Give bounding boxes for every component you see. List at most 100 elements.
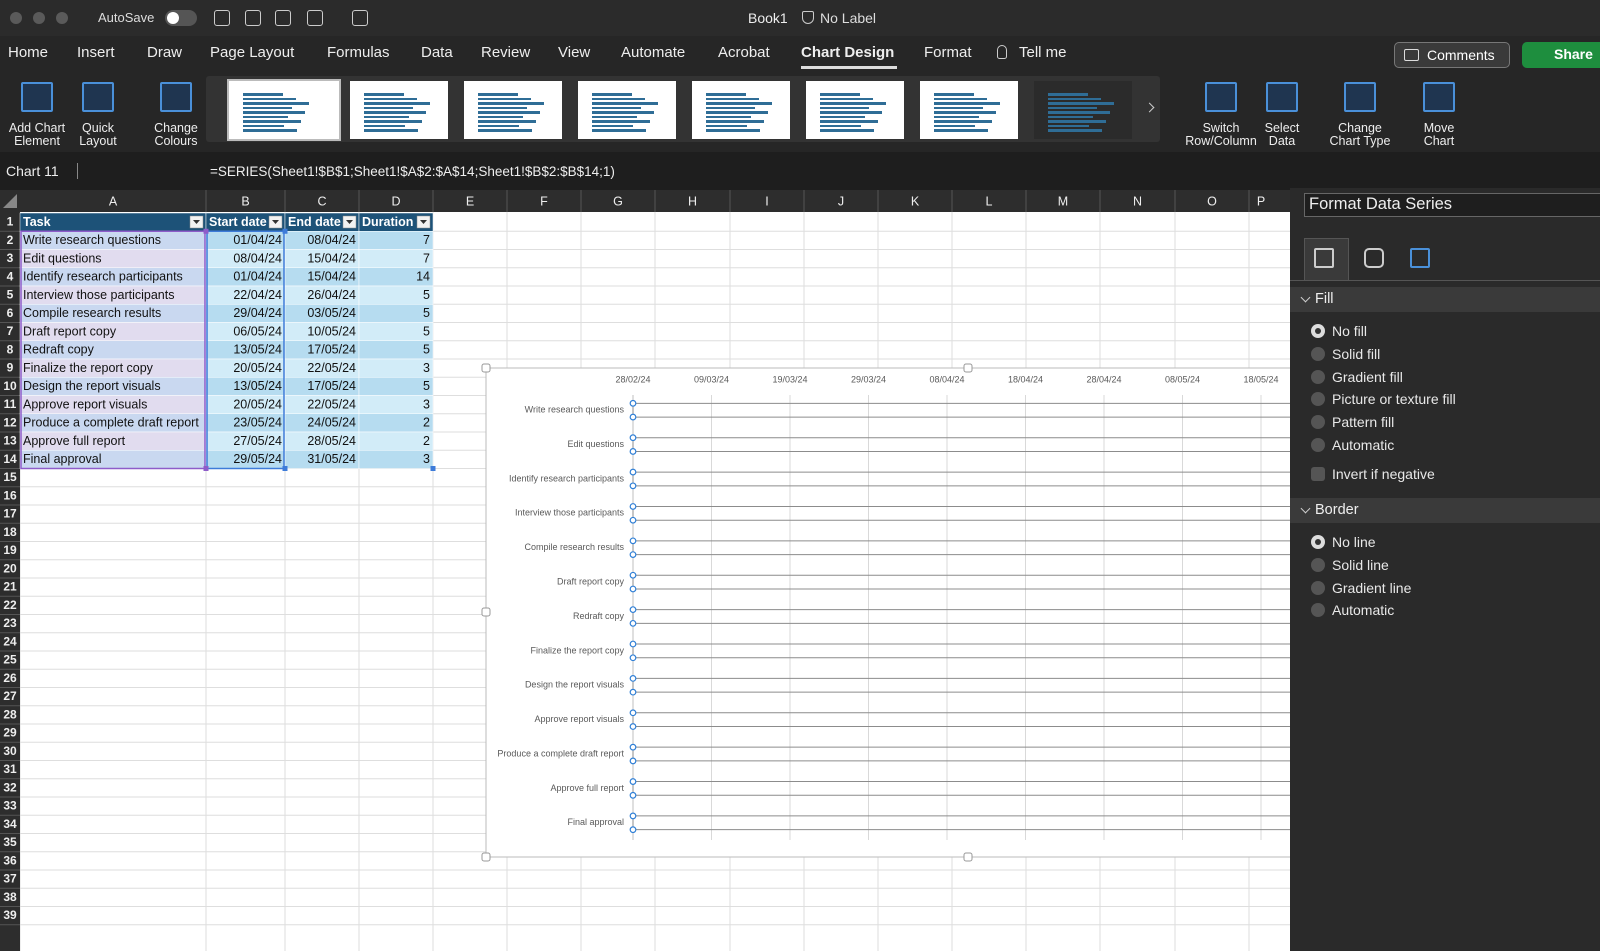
row-header-bar	[0, 212, 20, 951]
row-header: 27	[3, 689, 17, 703]
thumbnail-bar	[364, 129, 418, 132]
selection-handle	[629, 640, 637, 648]
ribbon-tab[interactable]: Draw	[147, 44, 183, 61]
toolbar-icon[interactable]	[214, 10, 230, 26]
chart-style-thumbnail[interactable]	[692, 81, 790, 139]
toolbar-icon[interactable]	[275, 10, 291, 26]
selection-handle	[629, 399, 637, 407]
radio-label[interactable]: Pattern fill	[1332, 414, 1395, 431]
table-cell-text: Redraft copy	[23, 343, 95, 357]
radio-button[interactable]	[1311, 557, 1325, 572]
window-control[interactable]	[10, 12, 22, 24]
chart-style-thumbnail[interactable]	[578, 81, 676, 139]
ribbon-tab[interactable]: Automate	[621, 44, 686, 61]
chart-style-thumbnail[interactable]	[227, 79, 341, 141]
radio-label[interactable]: Picture or texture fill	[1332, 391, 1456, 408]
table-cell	[358, 395, 434, 414]
radio-label[interactable]: Solid fill	[1332, 345, 1381, 362]
selection-handle	[629, 448, 637, 455]
toolbar-icon[interactable]	[352, 10, 368, 26]
chart-style-thumbnail[interactable]	[806, 81, 904, 139]
ribbon-icon[interactable]	[1205, 82, 1237, 112]
selection-handle	[629, 571, 637, 579]
table-cell-text: Compile research results	[23, 306, 161, 320]
hidden-bar	[632, 505, 1290, 521]
thumbnail-bar	[243, 102, 309, 105]
thumbnail-bar	[592, 106, 641, 109]
thumbnail-bar	[820, 115, 865, 118]
comments-button[interactable]: Comments	[1394, 42, 1510, 68]
thumbnail-bar	[1048, 102, 1114, 105]
filter-arrow	[193, 220, 200, 224]
row-header: 36	[3, 853, 17, 867]
ribbon-tab[interactable]: Home	[8, 44, 49, 61]
radio-button[interactable]	[1311, 603, 1325, 618]
ribbon-tab[interactable]: Acrobat	[718, 44, 770, 61]
row-header: 26	[3, 671, 17, 685]
series-options-icon[interactable]	[1410, 248, 1430, 268]
panel-tab-active[interactable]	[1304, 238, 1349, 280]
filter-arrow	[346, 220, 353, 224]
ribbon-tab[interactable]: Review	[481, 44, 531, 61]
ribbon-icon[interactable]	[82, 82, 114, 112]
effects-icon[interactable]	[1364, 248, 1384, 268]
thumbnail-bar	[934, 120, 992, 123]
ribbon-tab[interactable]: Page Layout	[210, 44, 295, 61]
fill-line-icon[interactable]	[1314, 248, 1334, 268]
section-header-bg[interactable]	[1290, 287, 1600, 312]
ribbon-tab[interactable]: Insert	[77, 44, 115, 61]
radio-button[interactable]	[1311, 438, 1325, 452]
ribbon-icon[interactable]	[1344, 82, 1376, 112]
format-panel: Format Data Series Fill No fill Solid fill G…	[1290, 188, 1600, 951]
chart-style-thumbnail[interactable]	[920, 81, 1018, 139]
table-cell-text: 06/05/24	[233, 324, 282, 338]
radio-button[interactable]	[1311, 346, 1325, 361]
ribbon-tab[interactable]: Chart Design	[801, 44, 895, 61]
table-cell-text: 2	[423, 416, 430, 430]
radio-label[interactable]: Solid line	[1332, 556, 1389, 573]
ribbon-label: Layout	[79, 134, 117, 148]
chart-style-thumbnail[interactable]	[464, 81, 562, 139]
radio-button[interactable]	[1311, 580, 1325, 595]
thumbnail-bar	[820, 106, 869, 109]
checkbox-label[interactable]: Invert if negative	[1332, 465, 1435, 482]
window-control[interactable]	[33, 12, 45, 24]
section-header-bg[interactable]	[1290, 498, 1600, 523]
radio-button[interactable]	[1311, 392, 1325, 407]
radio-button[interactable]	[1311, 369, 1325, 384]
radio-label[interactable]: No fill	[1332, 323, 1368, 339]
window-control[interactable]	[56, 12, 68, 24]
ribbon-icon[interactable]	[1266, 82, 1298, 112]
chart-style-thumbnail[interactable]	[1034, 81, 1132, 139]
radio-label[interactable]: Gradient line	[1332, 579, 1412, 596]
table-cell-text: 5	[423, 288, 430, 302]
ribbon-tab[interactable]: Formulas	[327, 44, 390, 61]
chart-category-label: Design the report visuals	[525, 680, 625, 690]
radio-label[interactable]: Gradient fill	[1332, 368, 1403, 385]
ribbon-icon[interactable]	[21, 82, 53, 112]
ribbon-tab[interactable]: View	[558, 44, 591, 61]
radio-label[interactable]: No line	[1332, 534, 1376, 550]
toolbar-icon[interactable]	[307, 10, 323, 26]
toolbar-icon[interactable]	[245, 10, 261, 26]
radio-label[interactable]: Automatic	[1332, 602, 1395, 619]
ribbon-tab[interactable]: Format	[924, 44, 972, 61]
panel-divider	[1290, 280, 1600, 281]
row-header: 38	[3, 890, 17, 904]
checkbox[interactable]	[1311, 466, 1325, 481]
lightbulb-icon	[997, 45, 1007, 59]
ribbon-tab[interactable]: Data	[421, 44, 453, 61]
share-button[interactable]: Share	[1522, 42, 1600, 68]
chart-style-thumbnail[interactable]	[350, 81, 448, 139]
range-handle	[203, 228, 209, 234]
column-header: N	[1133, 194, 1142, 208]
ribbon-icon[interactable]	[160, 82, 192, 112]
table-cell-text: 29/05/24	[233, 452, 282, 466]
radio-button[interactable]	[1311, 415, 1325, 430]
row-header: 24	[3, 634, 17, 648]
table-cell-text: Draft report copy	[23, 324, 117, 338]
ribbon-icon[interactable]	[1423, 82, 1455, 112]
radio-label[interactable]: Automatic	[1332, 437, 1395, 453]
ribbon-tab[interactable]: Tell me	[1019, 44, 1067, 61]
thumbnail-bar	[820, 120, 878, 123]
